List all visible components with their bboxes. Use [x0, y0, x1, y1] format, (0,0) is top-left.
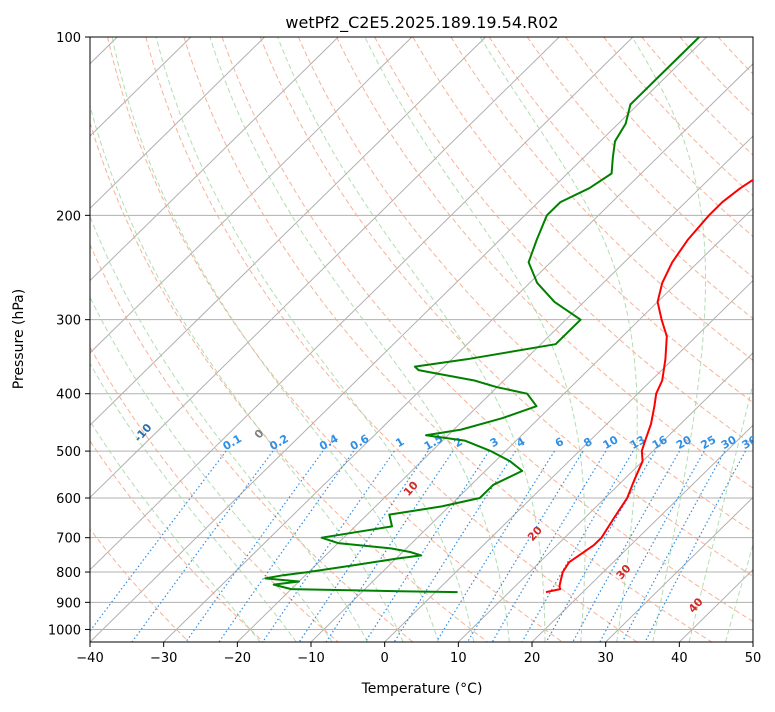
mixing-ratio-line — [468, 451, 584, 642]
mixing-ratio-line — [436, 451, 554, 642]
mixing-ratio-line — [394, 451, 516, 642]
isotherm-line — [90, 37, 707, 642]
moist-adiabat — [0, 37, 296, 642]
y-tick-label: 500 — [56, 445, 81, 460]
x-tick-label: 0 — [381, 651, 389, 666]
dry-adiabat — [756, 37, 775, 642]
x-tick-label: −10 — [297, 651, 324, 666]
grid-layer — [0, 37, 775, 642]
plot-frame — [90, 37, 753, 642]
dewpoint-profile — [265, 37, 699, 592]
mixing-ratio-line — [186, 451, 323, 642]
y-tick-label: 300 — [56, 314, 81, 329]
y-tick-label: 1000 — [48, 623, 81, 638]
mixing-ratio-label: 2 — [452, 435, 465, 450]
moist-adiabat — [156, 37, 474, 642]
mixing-ratio-label: 16 — [650, 433, 670, 452]
x-tick-label: −30 — [150, 651, 177, 666]
moist-adiabat — [278, 37, 545, 642]
mixing-ratio-label: 25 — [699, 433, 719, 452]
isotherm-line — [0, 37, 486, 642]
moist-adiabat — [75, 37, 403, 642]
isotherm-line — [679, 37, 775, 642]
dry-adiabat-label: -10 — [132, 421, 155, 445]
x-tick-label: 10 — [450, 651, 467, 666]
moist-adiabat — [0, 37, 260, 642]
x-tick-label: 30 — [597, 651, 614, 666]
moist-adiabat-label: 40 — [686, 595, 706, 615]
mixing-ratio-label: 30 — [719, 433, 739, 452]
mixing-ratio-line — [600, 451, 704, 642]
mixing-ratio-label: 0.4 — [317, 432, 341, 453]
mixing-ratio-line — [492, 451, 606, 642]
moist-adiabat — [762, 37, 775, 642]
dry-adiabat — [146, 37, 637, 642]
dry-adiabat — [642, 37, 775, 642]
moist-adiabat — [112, 37, 438, 642]
mixing-ratio-label: 3 — [488, 435, 501, 450]
moist-adiabat — [726, 37, 775, 642]
moist-adiabat — [689, 37, 775, 642]
dry-adiabat — [604, 37, 775, 642]
mixing-ratio-label: 0.2 — [267, 432, 290, 453]
y-tick-label: 700 — [56, 532, 81, 547]
dry-adiabat — [298, 37, 775, 642]
mixing-ratio-line — [219, 451, 354, 642]
chart-title: wetPf2_C2E5.2025.189.19.54.R02 — [285, 13, 558, 33]
x-axis-label: Temperature (°C) — [361, 681, 483, 697]
mixing-ratio-label: 8 — [581, 435, 594, 450]
y-tick-label: 100 — [56, 31, 81, 46]
dry-adiabat — [0, 37, 189, 642]
isotherm-line — [606, 37, 775, 642]
dry-adiabat — [527, 37, 775, 642]
dry-adiabat — [222, 37, 775, 642]
y-tick-label: 900 — [56, 596, 81, 611]
mixing-ratio-label: 10 — [601, 433, 621, 452]
isotherm-line — [0, 37, 338, 642]
mixing-ratio-line — [522, 451, 633, 642]
x-tick-label: 20 — [524, 651, 541, 666]
y-tick-label: 200 — [56, 209, 81, 224]
x-tick-label: −20 — [224, 651, 251, 666]
mixing-ratio-line — [546, 451, 655, 642]
isotherm-line — [458, 37, 775, 642]
isotherm-line — [532, 37, 775, 642]
dry-adiabat — [0, 37, 338, 642]
moist-adiabat-label: 30 — [614, 562, 634, 582]
mixing-ratio-label: 0.6 — [348, 432, 372, 453]
dry-adiabat — [489, 37, 775, 642]
x-tick-label: 50 — [745, 651, 762, 666]
y-tick-label: 800 — [56, 566, 81, 581]
isotherm-line — [753, 37, 775, 642]
dry-adiabat — [31, 37, 413, 642]
dry-adiabat — [680, 37, 775, 642]
mixing-ratio-line — [326, 451, 453, 642]
isotherm-line — [0, 37, 559, 642]
isotherm-line — [164, 37, 775, 642]
isotherm-line — [311, 37, 775, 642]
mixing-ratio-label: 4 — [514, 435, 527, 450]
dry-adiabat — [70, 37, 488, 642]
y-tick-label: 400 — [56, 388, 81, 403]
x-tick-label: −40 — [76, 651, 103, 666]
mixing-ratio-label: 1 — [393, 435, 406, 450]
temperature-profile — [546, 37, 775, 592]
isotherm-line — [0, 37, 412, 642]
y-axis-label: Pressure (hPa) — [11, 289, 27, 389]
dry-adiabat — [184, 37, 712, 642]
moist-adiabat — [16, 37, 332, 642]
plot-area: −40 −30 −20 −10 0 10 20 30 40 50 100 200 300 400 500 60… — [0, 31, 775, 666]
isotherm-line — [0, 37, 191, 642]
mixing-ratio-line — [622, 451, 724, 642]
moist-adiabat — [632, 37, 705, 642]
isotherm-line — [237, 37, 775, 642]
dry-adiabat — [451, 37, 775, 642]
y-tick-label: 600 — [56, 492, 81, 507]
x-tick-label: 40 — [671, 651, 688, 666]
mixing-ratio-line — [365, 451, 489, 642]
mixing-ratio-label: 0.1 — [221, 432, 244, 453]
moist-adiabat-label: 10 — [401, 478, 421, 498]
